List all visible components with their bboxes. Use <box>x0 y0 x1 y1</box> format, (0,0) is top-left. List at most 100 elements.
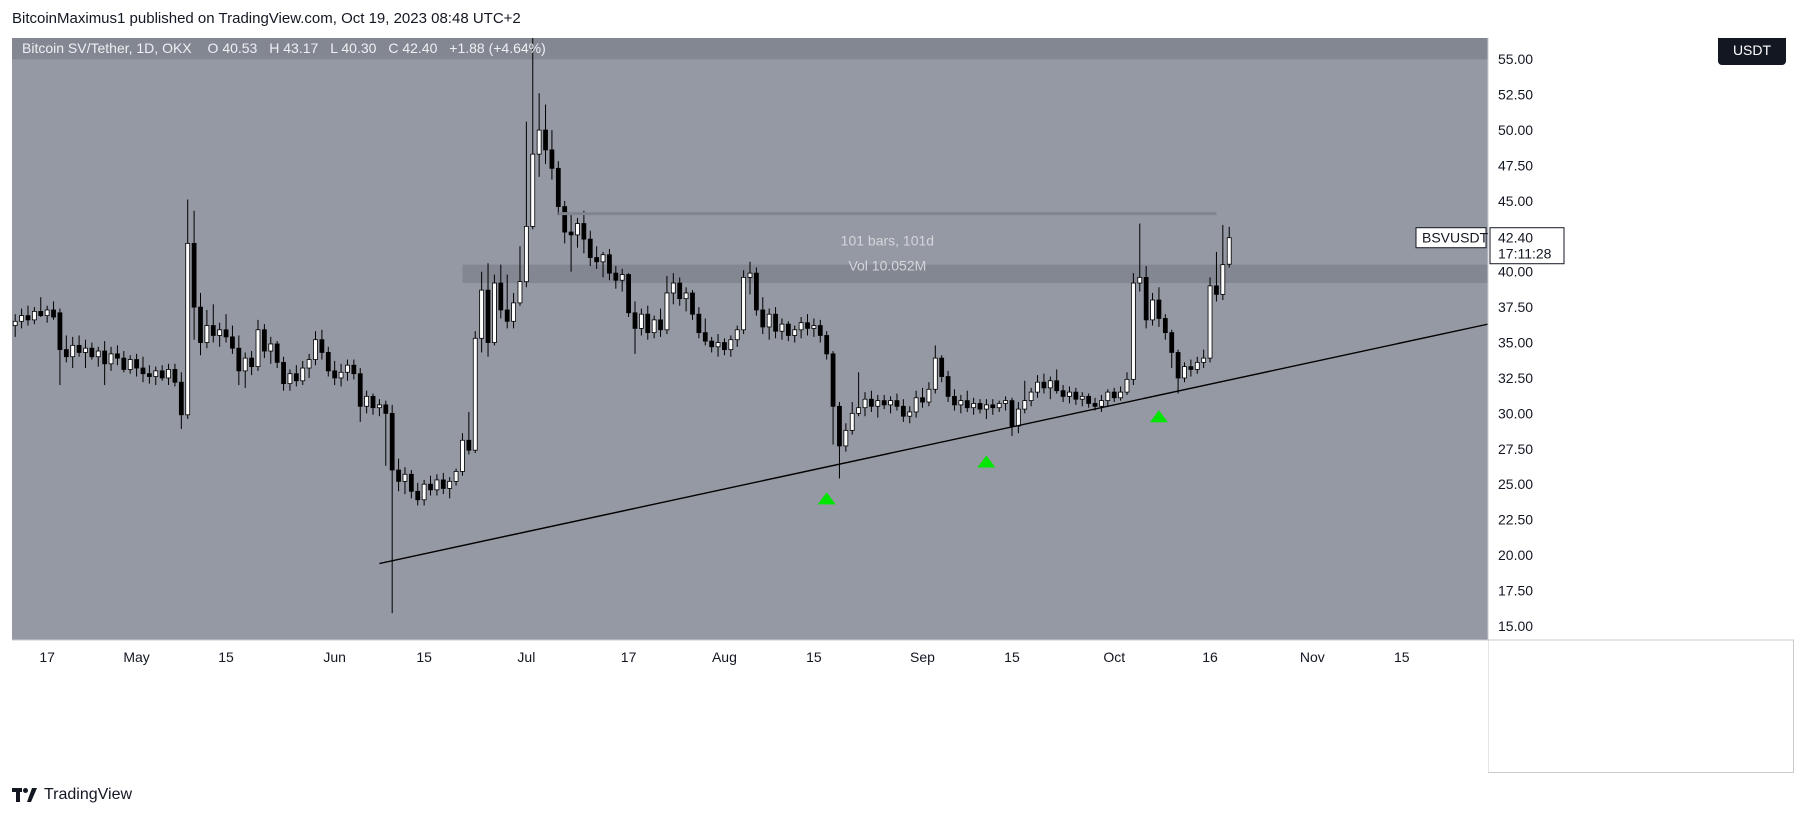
time-tick-label: 17 <box>621 649 637 665</box>
candle <box>702 318 708 346</box>
candle-body <box>1118 391 1123 399</box>
candle-body <box>1150 299 1155 321</box>
candle-body <box>690 292 695 315</box>
candle-body <box>939 357 945 377</box>
candle <box>134 353 139 377</box>
candle <box>460 433 465 476</box>
candle <box>102 341 108 386</box>
candle <box>587 230 593 267</box>
candle-body <box>766 313 772 328</box>
candle <box>1143 266 1149 329</box>
price-tick-label: 17.50 <box>1498 582 1533 598</box>
candle-body <box>932 357 938 390</box>
currency-button[interactable]: USDT <box>1718 38 1786 65</box>
last-price-tag: BSVUSDT 42.40 17:11:28 <box>1415 227 1565 265</box>
candle <box>274 341 280 369</box>
candle <box>504 274 510 329</box>
price-tick-label: 52.50 <box>1498 87 1533 103</box>
price-tick-label: 32.50 <box>1498 370 1533 386</box>
candle-body <box>664 292 670 331</box>
candle <box>166 363 171 386</box>
ascending-support-trendline <box>379 323 1489 565</box>
candle-body <box>12 320 18 326</box>
candle-body <box>907 411 913 417</box>
candle <box>198 292 203 356</box>
candle-body <box>415 490 421 501</box>
candle-body <box>217 329 223 336</box>
candle <box>255 319 261 371</box>
candle <box>159 365 165 381</box>
time-tick-label: 15 <box>416 649 432 665</box>
candle-body <box>651 319 657 334</box>
candle-body <box>1207 285 1213 359</box>
candle-body <box>121 357 127 370</box>
candle-body <box>817 325 823 336</box>
candle-body <box>504 309 510 322</box>
candle-body <box>44 309 50 317</box>
candle-body <box>632 312 638 329</box>
candle <box>670 273 676 305</box>
candle-body <box>702 332 708 342</box>
candle <box>242 352 248 388</box>
candle <box>696 307 702 339</box>
price-axis[interactable] <box>1488 38 1794 640</box>
resistance-bands <box>12 38 1488 284</box>
candle-body <box>1003 400 1008 404</box>
price-tag-symbol: BSVUSDT <box>1422 230 1489 246</box>
candle <box>370 393 376 415</box>
candle <box>1162 314 1168 340</box>
measure-vol-label: Vol 10.052M <box>848 258 926 274</box>
price-tick-label: 30.00 <box>1498 405 1533 421</box>
candle <box>1124 372 1130 395</box>
candle <box>920 387 925 408</box>
price-tick-label: 25.00 <box>1498 476 1533 492</box>
candle <box>1067 386 1072 404</box>
candle <box>236 335 242 386</box>
candle <box>990 399 996 415</box>
candle-body <box>1175 352 1181 379</box>
candle-body <box>1111 391 1117 399</box>
candle-body <box>1035 381 1040 393</box>
candle <box>428 475 433 496</box>
time-tick-label: Jul <box>517 649 535 665</box>
candle-body <box>146 373 152 377</box>
candle-body <box>785 323 791 336</box>
candle <box>44 305 50 323</box>
candle-body <box>1099 400 1104 407</box>
candle <box>1226 226 1232 268</box>
candle <box>153 366 159 386</box>
candle <box>76 335 82 357</box>
candle-body <box>722 342 727 351</box>
support-marker-triangle <box>817 492 836 505</box>
price-tag-countdown: 17:11:28 <box>1498 246 1552 262</box>
candle <box>140 356 146 383</box>
candle-body <box>977 403 983 410</box>
candle <box>223 314 229 343</box>
candle-body <box>728 339 734 351</box>
price-chart[interactable]: 101 bars, 101d Vol 10.052M Bitcoin SV/Te… <box>12 38 1794 773</box>
candle <box>389 404 395 614</box>
close-label: C <box>388 40 398 56</box>
candle <box>115 345 120 366</box>
time-axis[interactable] <box>12 640 1488 773</box>
candle <box>230 325 235 354</box>
candle-body <box>517 281 523 304</box>
time-axis-ticks: 17 May 15 Jun 15 Jul 17 Aug 15 Sep 15 Oct 16 Nov 15 <box>39 649 1409 665</box>
candle-body <box>1028 391 1034 402</box>
candle <box>300 360 306 386</box>
candle-body <box>460 439 465 472</box>
candle <box>638 308 644 336</box>
candle <box>651 315 657 339</box>
candle-body <box>984 404 989 410</box>
candle-body <box>568 231 574 236</box>
candle <box>869 390 874 412</box>
candle <box>121 351 127 373</box>
candle <box>900 399 906 422</box>
candle-body <box>952 395 957 406</box>
candle-body <box>89 347 95 358</box>
time-tick-label: 17 <box>39 649 55 665</box>
candle-body <box>1194 361 1200 370</box>
candle-body <box>364 395 370 407</box>
candle-body <box>281 361 286 385</box>
candle-body <box>1015 408 1021 427</box>
